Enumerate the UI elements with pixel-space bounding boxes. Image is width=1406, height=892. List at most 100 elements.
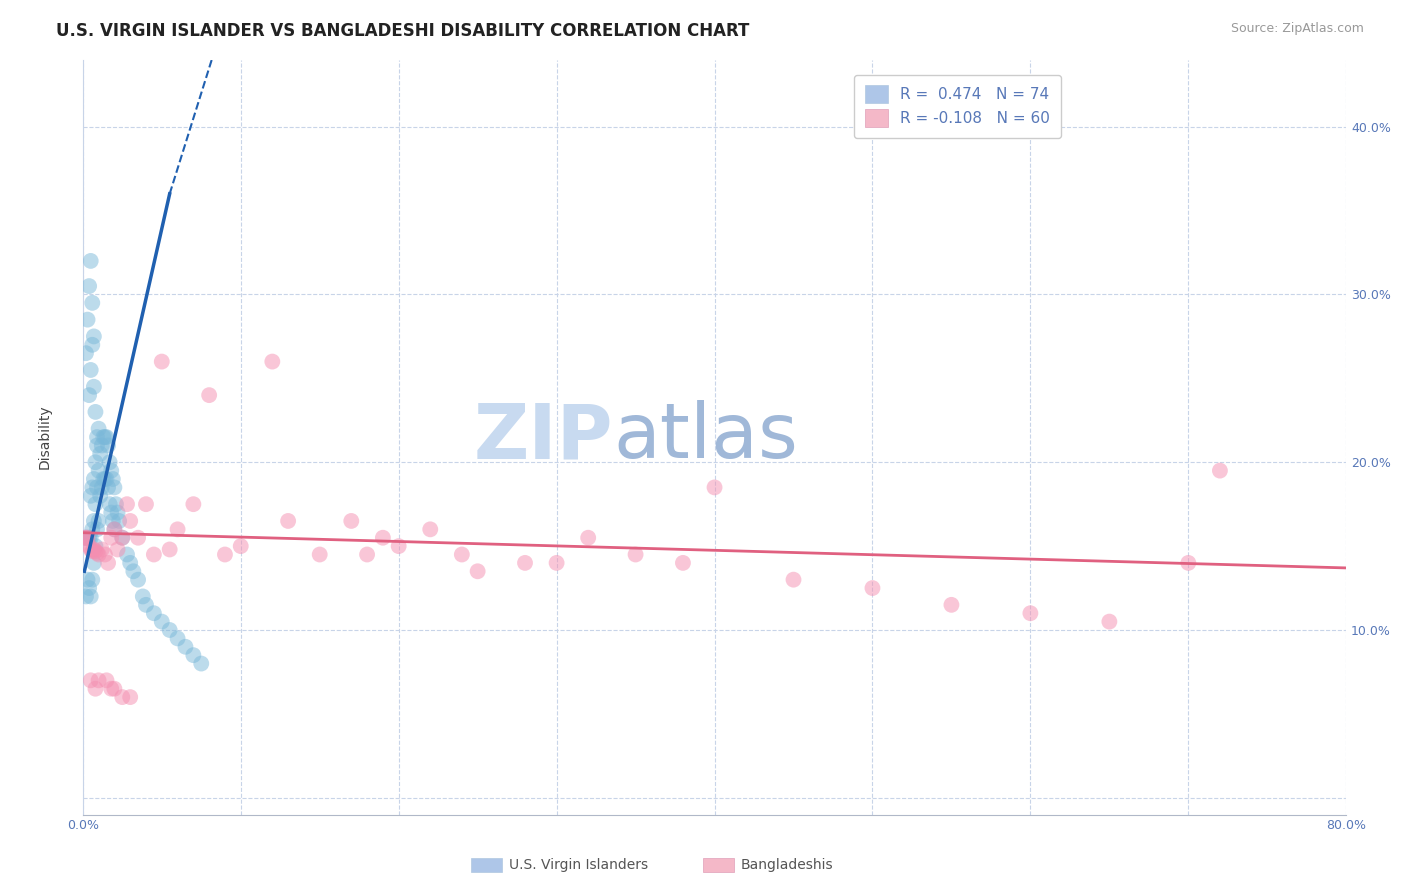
- Point: [80, 673, 103, 688]
- Point: [94, 472, 117, 486]
- Text: Bangladeshis: Bangladeshis: [741, 858, 834, 872]
- Point: [84, 681, 107, 696]
- Point: [80, 254, 103, 268]
- Point: [132, 590, 155, 604]
- Point: [100, 531, 122, 545]
- Point: [82, 296, 104, 310]
- Point: [862, 581, 884, 595]
- Point: [87, 422, 110, 436]
- Point: [86, 438, 108, 452]
- Point: [80, 542, 103, 557]
- Text: Source: ZipAtlas.com: Source: ZipAtlas.com: [1230, 22, 1364, 36]
- Point: [97, 480, 120, 494]
- Point: [150, 354, 173, 368]
- Point: [76, 531, 98, 545]
- Point: [82, 338, 104, 352]
- Point: [83, 472, 105, 486]
- Point: [108, 514, 131, 528]
- Point: [84, 544, 107, 558]
- Point: [96, 472, 118, 486]
- Point: [419, 522, 441, 536]
- Text: Disability: Disability: [38, 405, 52, 469]
- Point: [388, 539, 411, 553]
- Point: [75, 346, 97, 360]
- Point: [135, 497, 157, 511]
- Point: [120, 556, 142, 570]
- Legend: R =  0.474   N = 74, R = -0.108   N = 60: R = 0.474 N = 74, R = -0.108 N = 60: [855, 75, 1060, 137]
- Point: [513, 556, 536, 570]
- Point: [77, 279, 100, 293]
- Point: [111, 531, 134, 545]
- Point: [76, 531, 98, 545]
- Point: [82, 480, 104, 494]
- Point: [703, 480, 725, 494]
- Point: [87, 673, 110, 688]
- Point: [624, 548, 647, 562]
- Text: U.S. VIRGIN ISLANDER VS BANGLADESHI DISABILITY CORRELATION CHART: U.S. VIRGIN ISLANDER VS BANGLADESHI DISA…: [56, 22, 749, 40]
- Point: [98, 497, 121, 511]
- Point: [86, 480, 108, 494]
- Point: [111, 531, 134, 545]
- Text: ZIP: ZIP: [474, 401, 613, 474]
- Point: [90, 438, 112, 452]
- Point: [103, 681, 125, 696]
- Point: [83, 542, 105, 557]
- Point: [107, 506, 129, 520]
- Point: [174, 640, 197, 654]
- Point: [80, 531, 103, 545]
- Point: [83, 329, 105, 343]
- Point: [89, 489, 111, 503]
- Point: [87, 514, 110, 528]
- Point: [73, 531, 96, 545]
- Point: [84, 455, 107, 469]
- Point: [82, 522, 104, 536]
- Point: [120, 690, 142, 705]
- Point: [77, 388, 100, 402]
- Point: [214, 548, 236, 562]
- Point: [101, 472, 124, 486]
- Point: [546, 556, 568, 570]
- Point: [80, 489, 103, 503]
- Point: [127, 531, 149, 545]
- Point: [166, 522, 188, 536]
- Point: [96, 430, 118, 444]
- Point: [94, 430, 117, 444]
- Point: [159, 542, 181, 557]
- Point: [75, 531, 97, 545]
- Point: [122, 564, 145, 578]
- Point: [576, 531, 599, 545]
- Point: [782, 573, 804, 587]
- Point: [91, 430, 114, 444]
- Point: [450, 548, 472, 562]
- Point: [73, 531, 96, 545]
- Point: [90, 480, 112, 494]
- Point: [183, 497, 205, 511]
- Point: [77, 581, 100, 595]
- Point: [80, 590, 103, 604]
- Point: [190, 657, 212, 671]
- Point: [98, 455, 121, 469]
- Point: [86, 546, 108, 560]
- Point: [77, 531, 100, 545]
- Point: [90, 542, 112, 557]
- Point: [371, 531, 394, 545]
- Point: [277, 514, 299, 528]
- Point: [97, 556, 120, 570]
- Point: [183, 648, 205, 662]
- Point: [1177, 556, 1199, 570]
- Point: [76, 312, 98, 326]
- Point: [127, 573, 149, 587]
- Point: [941, 598, 963, 612]
- Point: [83, 380, 105, 394]
- Point: [101, 514, 124, 528]
- Point: [104, 497, 127, 511]
- Point: [83, 556, 105, 570]
- Point: [80, 363, 103, 377]
- Point: [120, 514, 142, 528]
- Point: [1019, 606, 1042, 620]
- Point: [103, 480, 125, 494]
- Text: U.S. Virgin Islanders: U.S. Virgin Islanders: [509, 858, 648, 872]
- Point: [356, 548, 378, 562]
- Text: atlas: atlas: [613, 401, 799, 474]
- Point: [83, 514, 105, 528]
